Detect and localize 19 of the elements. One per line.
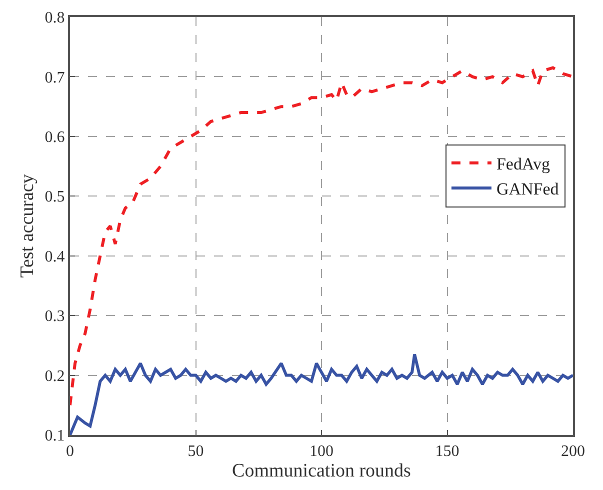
x-tick-label: 200 bbox=[561, 443, 585, 460]
y-tick-label: 0.5 bbox=[44, 188, 65, 206]
y-tick-label: 0.6 bbox=[44, 129, 65, 146]
y-tick-label: 0.7 bbox=[44, 69, 65, 86]
y-axis-title: Test accuracy bbox=[17, 174, 38, 278]
y-tick-label: 0.1 bbox=[44, 428, 65, 445]
x-tick-label: 50 bbox=[188, 443, 204, 460]
line-series bbox=[70, 66, 573, 407]
x-axis-title: Communication rounds bbox=[232, 460, 411, 482]
line-series bbox=[70, 352, 573, 435]
x-tick-label: 0 bbox=[66, 443, 74, 460]
x-tick-label: 100 bbox=[310, 443, 334, 460]
y-tick-label: 0.2 bbox=[44, 368, 65, 385]
x-tick-label: 150 bbox=[435, 443, 460, 460]
legend-label: FedAvg bbox=[496, 154, 550, 174]
y-tick-label: 0.8 bbox=[44, 10, 65, 27]
y-tick-label: 0.3 bbox=[44, 308, 65, 326]
legend-label: GANFed bbox=[496, 180, 560, 199]
y-tick-label: 0.4 bbox=[44, 248, 65, 266]
